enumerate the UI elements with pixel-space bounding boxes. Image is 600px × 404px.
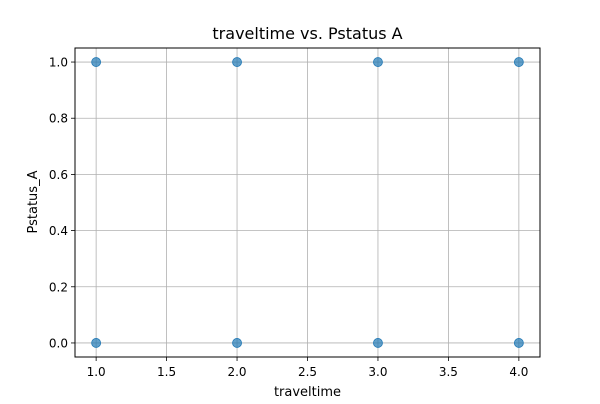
x-axis-label: traveltime: [274, 385, 341, 400]
x-tick-label: 3.5: [439, 365, 458, 379]
scatter-point: [513, 57, 524, 67]
x-axis-ticks: 1.0 1.5 2.0 2.5 3.0 3.5 4.0: [87, 357, 528, 379]
y-tick-label: 0.6: [49, 168, 68, 182]
y-tick-label: 0.2: [49, 280, 68, 294]
scatter-point: [232, 338, 242, 348]
grid-lines: [75, 48, 540, 357]
scatter-point: [232, 57, 242, 67]
data-points: [91, 57, 524, 348]
y-tick-label: 0.0: [49, 336, 68, 350]
x-tick-label: 3.0: [368, 365, 387, 379]
y-axis-label: Pstatus_A: [26, 170, 41, 233]
y-tick-label: 0.8: [49, 112, 68, 126]
x-tick-label: 2.0: [227, 365, 246, 379]
y-tick-label: 1.0: [49, 56, 68, 70]
y-axis-ticks: 0.0 0.2 0.4 0.6 0.8 1.0: [49, 56, 75, 350]
x-tick-label: 1.0: [87, 365, 106, 379]
x-tick-label: 1.5: [157, 365, 176, 379]
x-tick-label: 4.0: [509, 365, 528, 379]
x-tick-label: 2.5: [298, 365, 317, 379]
scatter-point: [373, 338, 383, 348]
scatter-point: [513, 338, 524, 348]
chart-title: traveltime vs. Pstatus A: [212, 24, 402, 43]
y-tick-label: 0.4: [49, 224, 68, 238]
scatter-point: [91, 338, 102, 348]
scatter-point: [91, 57, 102, 67]
scatter-point: [373, 57, 383, 67]
